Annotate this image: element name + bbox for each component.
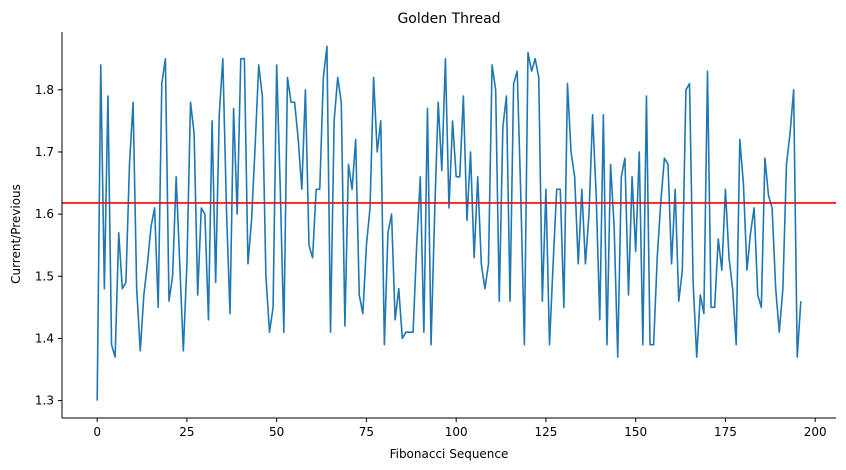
chart-title: Golden Thread: [397, 11, 500, 27]
y-tick-label: 1.5: [35, 269, 54, 283]
x-tick-label: 175: [714, 425, 737, 439]
x-axis-label: Fibonacci Sequence: [390, 447, 509, 461]
y-tick-label: 1.6: [35, 207, 54, 221]
y-tick-label: 1.3: [35, 394, 54, 408]
y-tick-label: 1.4: [35, 331, 54, 345]
y-tick-label: 1.7: [35, 145, 54, 159]
x-tick-label: 50: [269, 425, 284, 439]
y-axis-ticks: 1.3 1.4 1.5 1.6 1.7 1.8: [35, 83, 62, 408]
y-tick-label: 1.8: [35, 83, 54, 97]
x-tick-label: 150: [624, 425, 647, 439]
ratio-series-line: [96, 45, 802, 401]
x-axis-ticks: 0 25 50 75 100 125 150 175 200: [93, 418, 827, 439]
series-layer: [96, 45, 802, 401]
y-axis-label: Current/Previous: [9, 184, 23, 284]
x-tick-label: 100: [445, 425, 468, 439]
x-tick-label: 75: [359, 425, 374, 439]
x-tick-label: 25: [179, 425, 194, 439]
x-tick-label: 125: [534, 425, 557, 439]
x-tick-label: 0: [93, 425, 101, 439]
x-tick-label: 200: [804, 425, 827, 439]
